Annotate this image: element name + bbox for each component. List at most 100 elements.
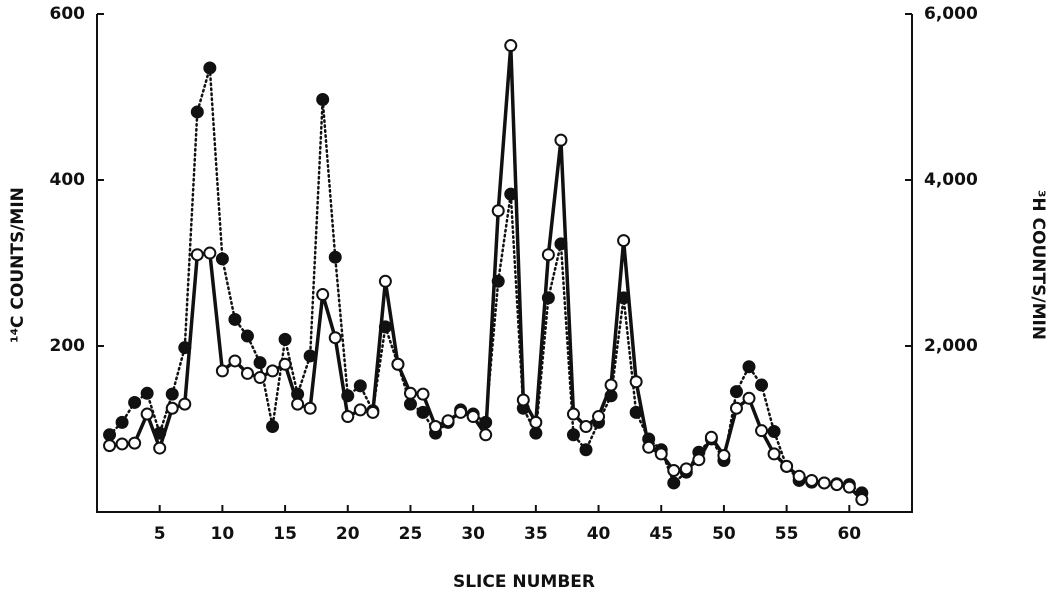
x-tick-label: 40	[587, 524, 611, 544]
point	[767, 447, 781, 461]
point	[341, 389, 355, 403]
point	[103, 428, 117, 442]
point	[266, 420, 280, 434]
point	[115, 415, 129, 429]
point	[667, 476, 681, 490]
point	[303, 401, 317, 415]
point	[579, 420, 593, 434]
point	[566, 407, 580, 421]
point	[378, 320, 392, 334]
point	[353, 403, 367, 417]
point	[316, 288, 330, 302]
x-tick-label: 15	[273, 524, 297, 544]
point	[416, 405, 430, 419]
point	[228, 354, 242, 368]
point	[767, 424, 781, 438]
point	[617, 291, 631, 305]
axes	[96, 14, 913, 513]
point	[240, 329, 254, 343]
point	[391, 357, 405, 371]
point	[566, 428, 580, 442]
point	[341, 410, 355, 424]
x-tick-label: 55	[775, 524, 799, 544]
point	[654, 447, 668, 461]
point	[253, 371, 267, 385]
point	[479, 415, 493, 429]
x-tick-label: 45	[649, 524, 673, 544]
point	[328, 250, 342, 264]
point	[165, 387, 179, 401]
point	[403, 397, 417, 411]
point	[291, 397, 305, 411]
point	[604, 378, 618, 392]
point	[140, 386, 154, 400]
point	[817, 476, 831, 490]
point	[403, 386, 417, 400]
point	[429, 420, 443, 434]
x-tick-label: 20	[336, 524, 360, 544]
y2-axis-label: ³H COUNTS/MIN	[1028, 190, 1048, 340]
point	[729, 401, 743, 415]
x-axis-label: SLICE NUMBER	[453, 572, 595, 592]
point	[679, 462, 693, 476]
point	[529, 415, 543, 429]
point	[704, 430, 718, 444]
x-tick-label: 50	[712, 524, 736, 544]
point	[278, 357, 292, 371]
point	[115, 437, 129, 451]
point	[491, 204, 505, 218]
point	[830, 478, 844, 492]
point	[466, 410, 480, 424]
point	[491, 274, 505, 288]
point	[140, 407, 154, 421]
x-tick-label: 35	[524, 524, 548, 544]
point	[617, 234, 631, 248]
point	[554, 237, 568, 251]
point	[755, 378, 769, 392]
x-tick-label: 5	[154, 524, 166, 544]
point	[742, 391, 756, 405]
point	[842, 480, 856, 494]
y-tick-label: 600	[50, 4, 86, 24]
point	[128, 436, 142, 450]
point	[203, 246, 217, 260]
y2-tick-label: 6,000	[924, 4, 978, 24]
point	[629, 405, 643, 419]
point	[278, 332, 292, 346]
point	[592, 410, 606, 424]
point	[692, 453, 706, 467]
point	[504, 39, 518, 53]
point	[416, 387, 430, 401]
point	[303, 349, 317, 363]
point	[316, 92, 330, 106]
point	[729, 385, 743, 399]
point	[228, 312, 242, 326]
point	[128, 395, 142, 409]
point	[780, 459, 794, 473]
y2-tick-label: 2,000	[924, 336, 978, 356]
point	[441, 414, 455, 428]
y-tick-label: 200	[50, 336, 86, 356]
y-axis-label: ¹⁴C COUNTS/MIN	[8, 187, 28, 343]
point	[479, 428, 493, 442]
point	[742, 360, 756, 374]
point	[541, 248, 555, 262]
point	[516, 393, 530, 407]
point	[755, 424, 769, 438]
x-tick-label: 25	[399, 524, 423, 544]
point	[792, 469, 806, 483]
point	[215, 364, 229, 378]
point	[165, 401, 179, 415]
y2-tick-label: 4,000	[924, 170, 978, 190]
point	[253, 356, 267, 370]
point	[178, 397, 192, 411]
point	[454, 405, 468, 419]
y-tick-label: 400	[50, 170, 86, 190]
point	[366, 405, 380, 419]
point	[240, 366, 254, 380]
point	[153, 441, 167, 455]
point	[642, 440, 656, 454]
point	[378, 274, 392, 288]
x-tick-label: 30	[461, 524, 485, 544]
